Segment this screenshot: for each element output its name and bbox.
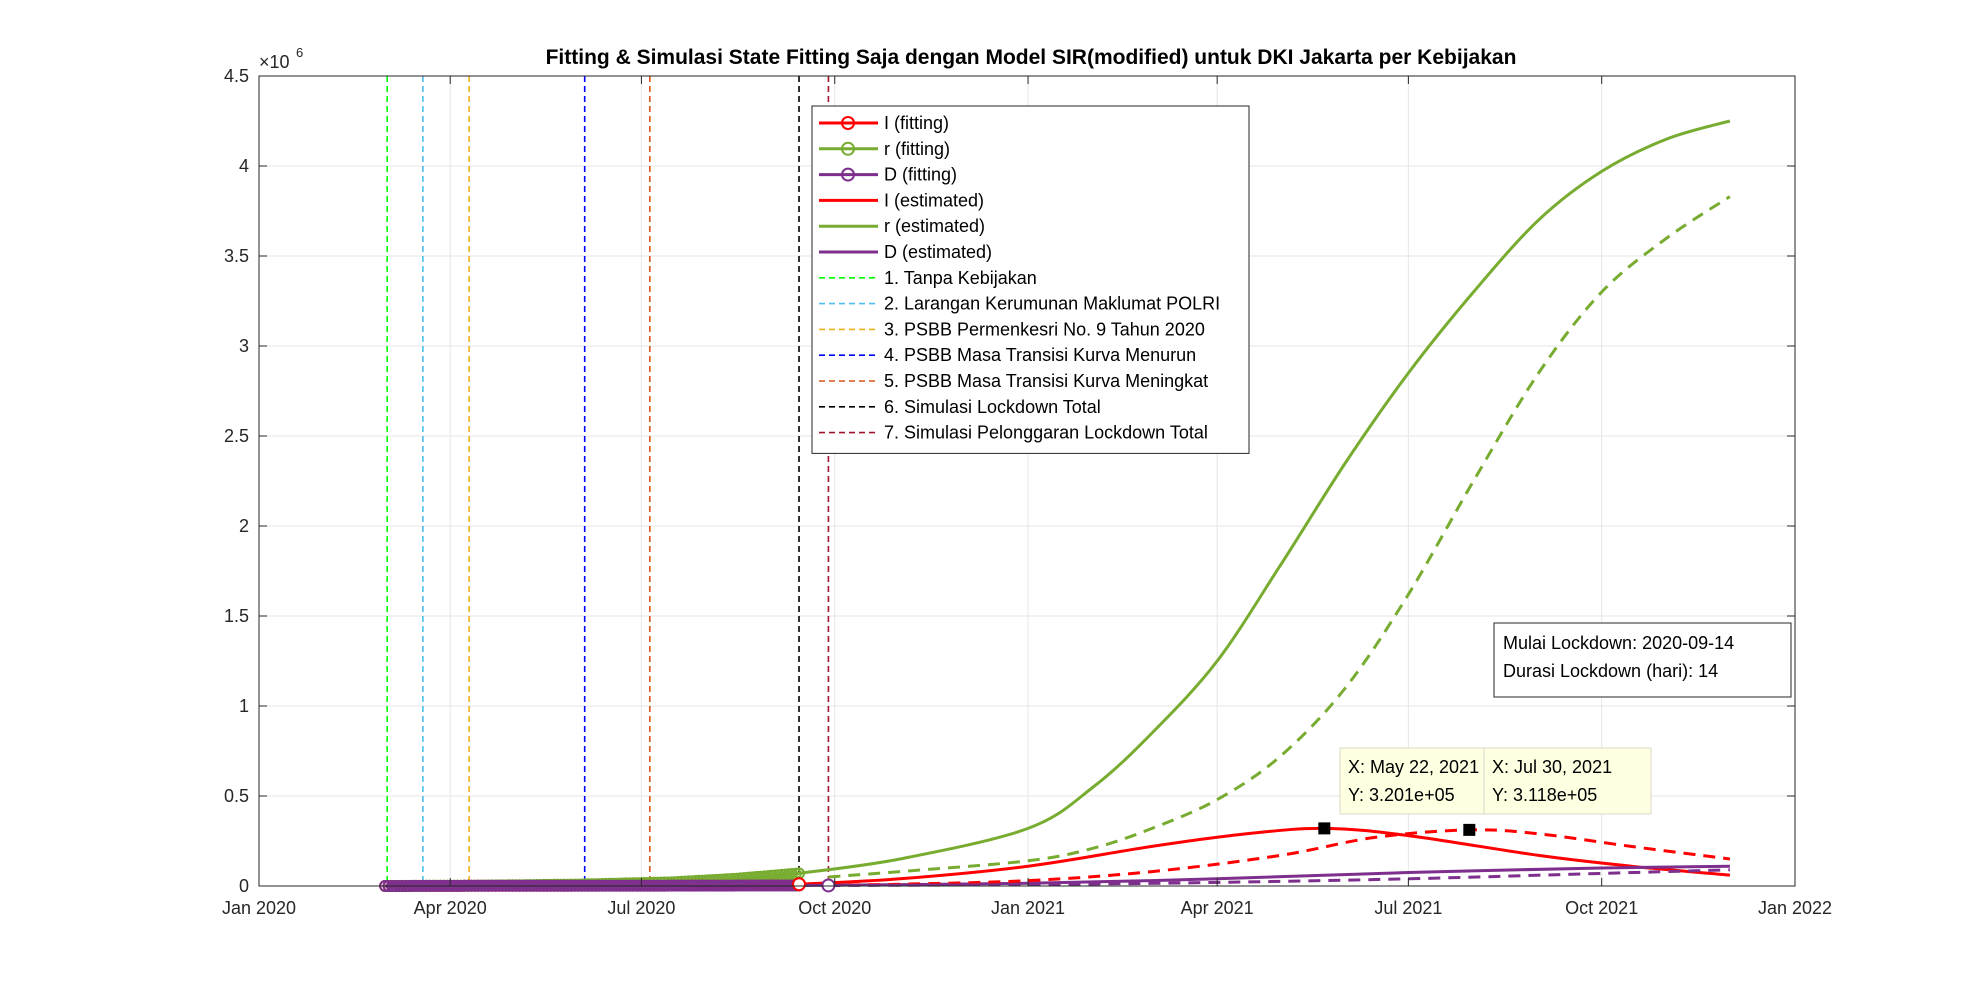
open-marker-2 <box>821 878 836 893</box>
y-tick-label: 0 <box>239 876 249 896</box>
datatip-y-text: Y: 3.118e+05 <box>1492 785 1597 805</box>
info-lockdown-duration: Durasi Lockdown (hari): 14 <box>1503 661 1718 681</box>
datatip-box <box>1483 747 1652 815</box>
x-tick-label: Jan 2021 <box>991 898 1065 918</box>
y-tick-label: 1.5 <box>224 606 249 626</box>
datatip-1: X: May 22, 2021 Y: 3.201e+05 <box>1318 747 1508 835</box>
legend-entry: D (fitting) <box>819 165 957 185</box>
x-tick-label: Oct 2020 <box>798 898 871 918</box>
legend-label: 4. PSBB Masa Transisi Kurva Menurun <box>884 345 1196 365</box>
legend-entry: 6. Simulasi Lockdown Total <box>819 397 1101 417</box>
x-tick-label: Jul 2020 <box>607 898 675 918</box>
legend-label: D (fitting) <box>884 165 957 185</box>
series-r_sim <box>828 195 1731 879</box>
y-tick-label: 4 <box>239 156 249 176</box>
x-tick-label: Oct 2021 <box>1565 898 1638 918</box>
y-exponent-base: ×10 <box>259 52 290 72</box>
chart-title: Fitting & Simulasi State Fitting Saja de… <box>546 46 1517 69</box>
legend-swatch-marker <box>841 116 855 130</box>
y-tick-label: 1 <box>239 696 249 716</box>
legend-label: 6. Simulasi Lockdown Total <box>884 397 1101 417</box>
datatips: X: May 22, 2021 Y: 3.201e+05 X: Jul 30, 20… <box>1318 747 1652 836</box>
x-tick-label: Apr 2020 <box>414 898 487 918</box>
legend-entry: I (fitting) <box>819 113 949 133</box>
legend-label: 7. Simulasi Pelonggaran Lockdown Total <box>884 423 1208 443</box>
y-tick-label: 3 <box>239 336 249 356</box>
tick-labels: Jan 2020 Apr 2020 Jul 2020 Oct 2020 Jan 2021… <box>222 66 1832 918</box>
x-tick-label: Jan 2022 <box>1758 898 1832 918</box>
y-tick-label: 2.5 <box>224 426 249 446</box>
legend-swatch-marker <box>841 141 855 156</box>
axes <box>258 75 1796 887</box>
x-tick-label: Apr 2021 <box>1181 898 1254 918</box>
legend-label: D (estimated) <box>884 242 992 262</box>
legend-label: I (fitting) <box>884 113 949 133</box>
open-marker-1 <box>792 877 807 892</box>
info-lockdown-start: Mulai Lockdown: 2020-09-14 <box>1503 633 1734 653</box>
datatip-point <box>1463 823 1476 836</box>
legend-label: 3. PSBB Permenkesri No. 9 Tahun 2020 <box>884 319 1205 339</box>
series-I_est <box>798 826 1731 886</box>
legend-label: 5. PSBB Masa Transisi Kurva Meningkat <box>884 371 1208 391</box>
series-r_est <box>798 119 1731 875</box>
y-tick-label: 0.5 <box>224 786 249 806</box>
legend-entry: 5. PSBB Masa Transisi Kurva Meningkat <box>819 371 1208 391</box>
y-tick-label: 4.5 <box>224 66 249 86</box>
plot-frame <box>258 75 1796 887</box>
legend-entry: I (estimated) <box>819 190 984 210</box>
datatip-2: X: Jul 30, 2021 Y: 3.118e+05 <box>1463 747 1652 836</box>
datatip-y-text: Y: 3.201e+05 <box>1348 785 1455 805</box>
legend-entry: 3. PSBB Permenkesri No. 9 Tahun 2020 <box>819 319 1205 339</box>
marker-layer <box>792 877 836 893</box>
legend-entry: D (estimated) <box>819 242 992 262</box>
policy-lines <box>386 76 830 886</box>
series-D_sim <box>828 868 1730 887</box>
y-tick-label: 2 <box>239 516 249 536</box>
legend-swatch-marker <box>841 167 855 182</box>
x-tick-label: Jan 2020 <box>222 898 296 918</box>
x-tick-label: Jul 2021 <box>1374 898 1442 918</box>
legend-label: I (estimated) <box>884 190 984 210</box>
info-box: Mulai Lockdown: 2020-09-14 Durasi Lockdo… <box>1493 622 1792 698</box>
legend: I (fitting) r (fitting) D (fitting) I (esti… <box>811 105 1250 454</box>
legend-box <box>811 105 1250 454</box>
legend-label: 1. Tanpa Kebijakan <box>884 268 1037 288</box>
legend-entry: 7. Simulasi Pelonggaran Lockdown Total <box>819 423 1208 443</box>
legend-label: 2. Larangan Kerumunan Maklumat POLRI <box>884 294 1220 314</box>
legend-label: r (estimated) <box>884 216 985 236</box>
legend-label: r (fitting) <box>884 139 950 159</box>
datatip-point <box>1318 822 1331 835</box>
datatip-box <box>1339 747 1508 815</box>
legend-entry: 4. PSBB Masa Transisi Kurva Menurun <box>819 345 1196 365</box>
legend-entry: r (estimated) <box>819 216 985 236</box>
y-exponent-power: 6 <box>296 45 303 60</box>
datatip-x-text: X: May 22, 2021 <box>1348 757 1479 777</box>
legend-entry: 1. Tanpa Kebijakan <box>819 268 1037 288</box>
legend-entry: 2. Larangan Kerumunan Maklumat POLRI <box>819 294 1220 314</box>
y-tick-label: 3.5 <box>224 246 249 266</box>
datatip-x-text: X: Jul 30, 2021 <box>1492 757 1612 777</box>
legend-entry: r (fitting) <box>819 139 950 159</box>
